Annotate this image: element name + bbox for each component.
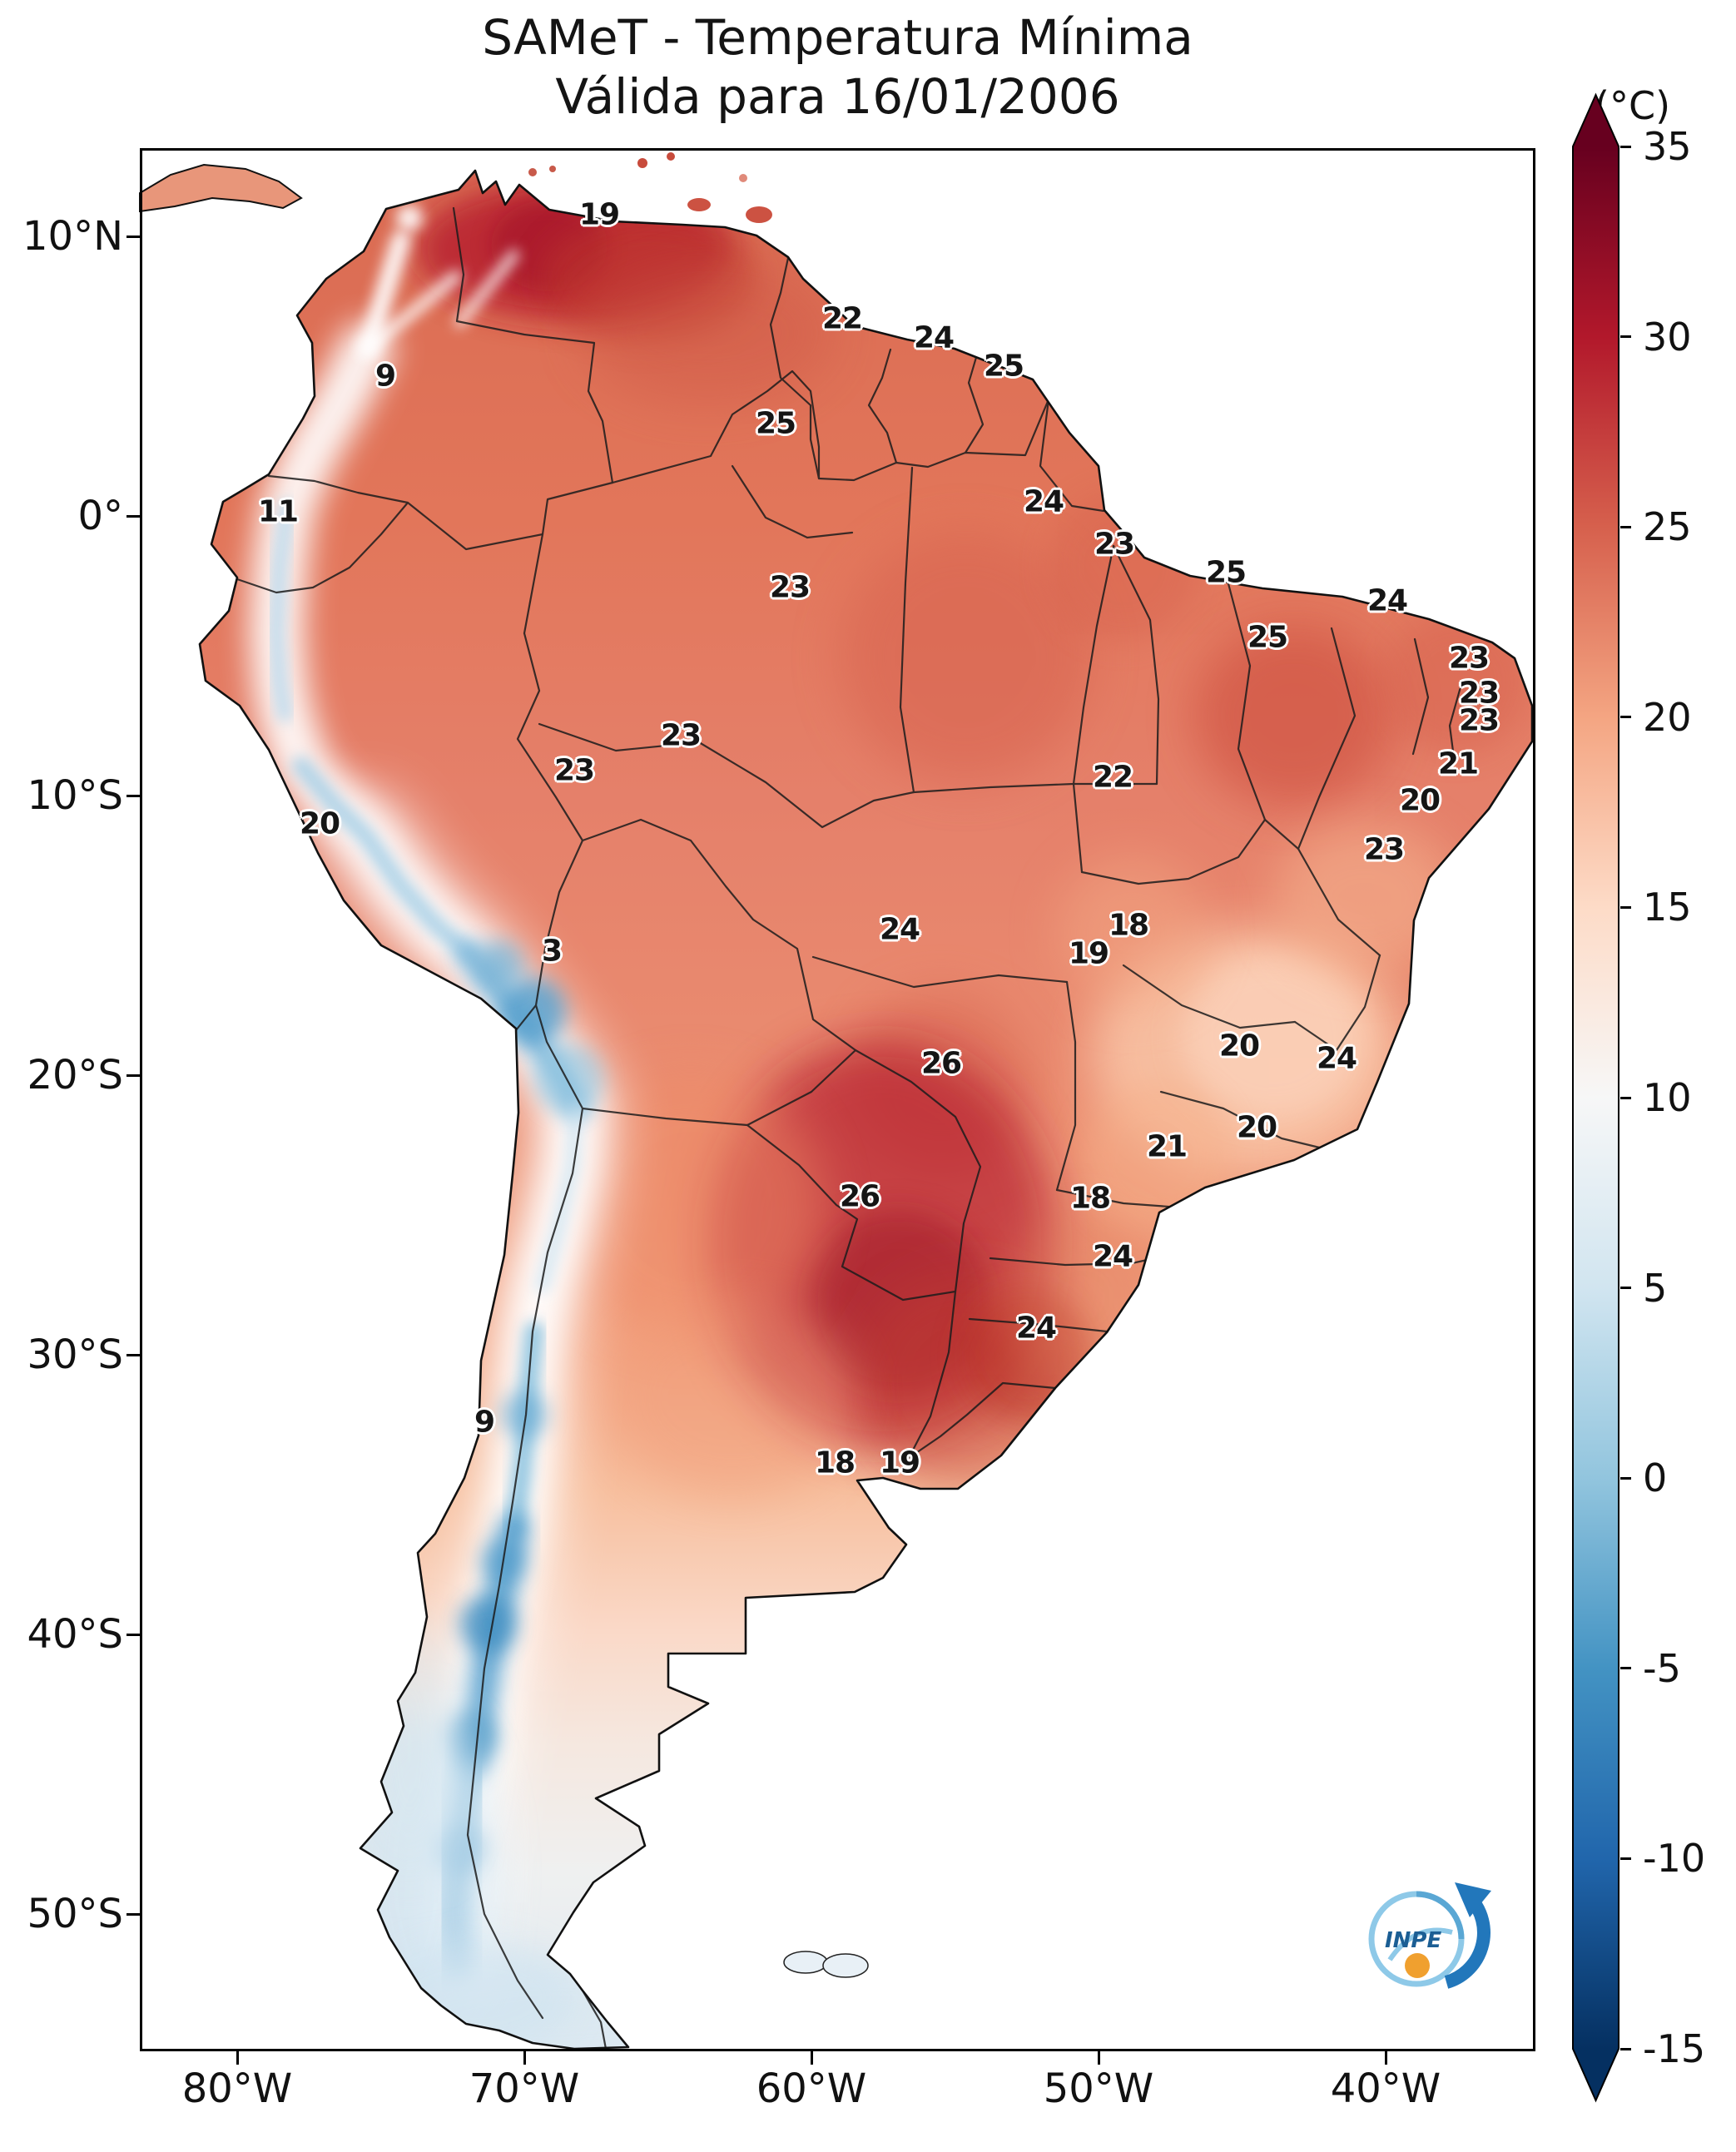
inpe-globe-arc xyxy=(1416,1891,1465,1940)
inpe-logo: INPE xyxy=(1368,1882,1491,1989)
inpe-logo-text: INPE xyxy=(1385,1928,1441,1953)
coastline xyxy=(198,169,1534,2050)
falkland-islands xyxy=(783,1951,869,1978)
inpe-arrow-head xyxy=(1455,1882,1491,1917)
caribbean-islands xyxy=(528,152,772,223)
panama-landmass xyxy=(139,163,303,213)
title-line-2: Válida para 16/01/2006 xyxy=(555,67,1120,125)
political-borders xyxy=(236,206,1463,2049)
inpe-arrow xyxy=(1444,1894,1490,1989)
inpe-orange-dot xyxy=(1405,1953,1430,1978)
colorbar-body xyxy=(1572,92,1619,2103)
pale-anomaly-blobs xyxy=(1057,824,1456,1232)
inpe-swirl xyxy=(1387,1927,1453,1961)
title-line-1: SAMeT - Temperatura Mínima xyxy=(482,9,1193,66)
map-title: SAMeT - Temperatura Mínima Válida para 1… xyxy=(140,8,1535,126)
